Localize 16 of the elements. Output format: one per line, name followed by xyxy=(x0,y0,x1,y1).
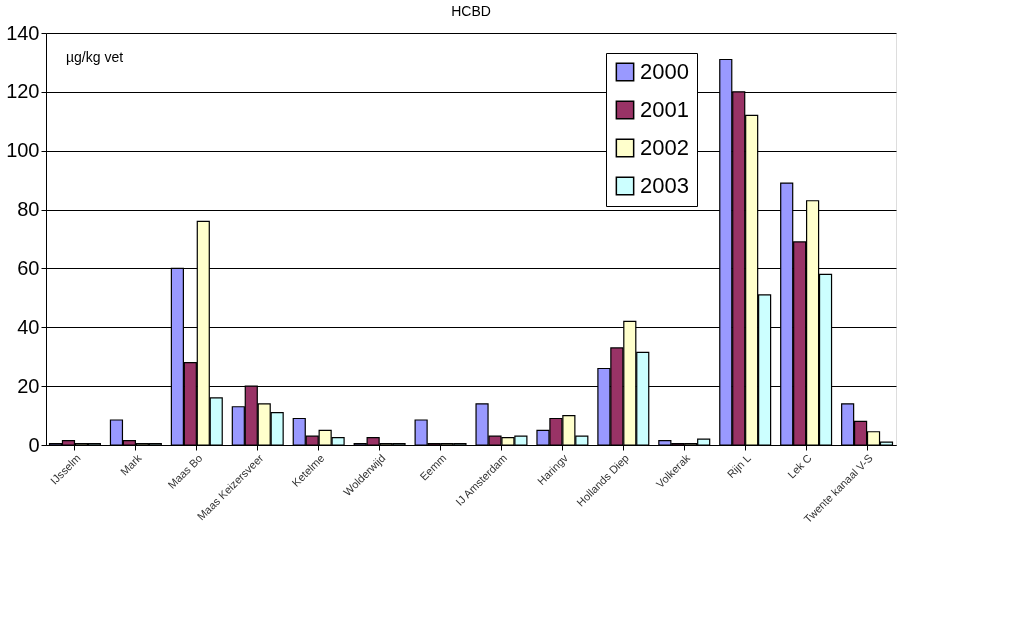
y-tick-label: 20 xyxy=(17,374,40,397)
y-tick-label: 140 xyxy=(6,21,40,44)
x-tick-label: Rijn L xyxy=(724,451,753,481)
annotation: µg/kg vet xyxy=(66,49,124,65)
y-tick-label: 100 xyxy=(6,139,40,162)
chart-title: HCBD xyxy=(451,3,491,19)
y-tick-label: 80 xyxy=(17,198,40,221)
legend-label: 2000 xyxy=(640,59,689,84)
y-tick-label: 40 xyxy=(17,315,40,338)
y-tick-label: 60 xyxy=(17,256,40,279)
legend-label: 2003 xyxy=(640,173,689,198)
y-tick-label: 0 xyxy=(28,433,40,456)
legend-label: 2002 xyxy=(640,135,689,160)
y-tick-label: 120 xyxy=(6,80,40,103)
x-tick-label: Lek C xyxy=(785,451,814,481)
legend-label: 2001 xyxy=(640,97,689,122)
